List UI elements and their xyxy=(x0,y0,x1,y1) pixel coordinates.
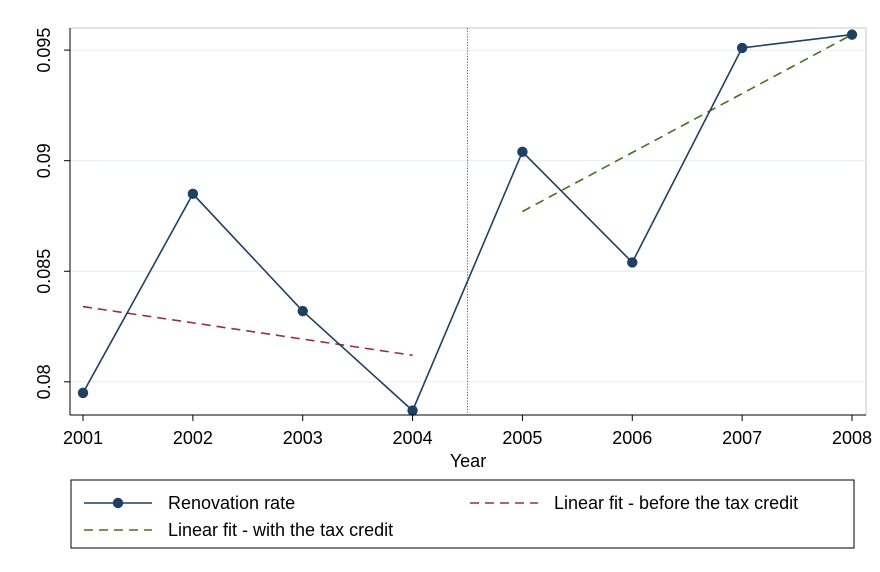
data-point-2005 xyxy=(517,146,528,158)
series-lines xyxy=(82,33,853,412)
data-point-2008 xyxy=(846,29,858,40)
legend-box xyxy=(70,479,855,549)
x-tick-label-1: 2002 xyxy=(173,428,213,448)
y-tick-label-0: 0.08 xyxy=(34,364,54,399)
legend-label-2: Linear fit - with the tax credit xyxy=(168,520,393,540)
x-tick-label-0: 2001 xyxy=(63,428,103,448)
data-point-2006 xyxy=(627,257,638,268)
x-tick-label-3: 2004 xyxy=(393,428,433,448)
data-points xyxy=(77,29,858,416)
y-axis-ticks: 0.08 0.085 0.09 0.095 xyxy=(34,28,70,399)
legend-entries: Renovation rate Linear fit - before the t… xyxy=(84,493,798,540)
y-tick-label-2: 0.09 xyxy=(34,143,54,178)
data-point-2002 xyxy=(187,188,199,200)
x-tick-label-6: 2007 xyxy=(722,428,762,448)
data-point-2004 xyxy=(407,405,418,416)
legend-label-0: Renovation rate xyxy=(168,493,295,513)
legend-label-1: Linear fit - before the tax credit xyxy=(554,493,798,513)
legend-marker-0 xyxy=(112,497,124,509)
series-line-0 xyxy=(82,33,853,412)
data-point-2003 xyxy=(297,305,308,317)
x-axis-label: Year xyxy=(450,451,486,471)
x-tick-label-5: 2006 xyxy=(612,428,652,448)
legend: Renovation rate Linear fit - before the t… xyxy=(70,479,855,549)
x-axis-ticks: 2001 2002 2003 2004 2005 2006 2007 2008 xyxy=(63,415,872,448)
fit-line-1 xyxy=(82,305,413,357)
data-point-2001 xyxy=(77,387,89,399)
data-point-2007 xyxy=(736,42,748,54)
x-tick-label-4: 2005 xyxy=(502,428,542,448)
fit-lines xyxy=(82,33,853,357)
y-tick-label-3: 0.095 xyxy=(34,28,54,73)
y-tick-label-1: 0.085 xyxy=(34,249,54,294)
x-tick-label-7: 2008 xyxy=(832,428,872,448)
fit-line-2 xyxy=(522,33,853,213)
x-tick-label-2: 2003 xyxy=(283,428,323,448)
